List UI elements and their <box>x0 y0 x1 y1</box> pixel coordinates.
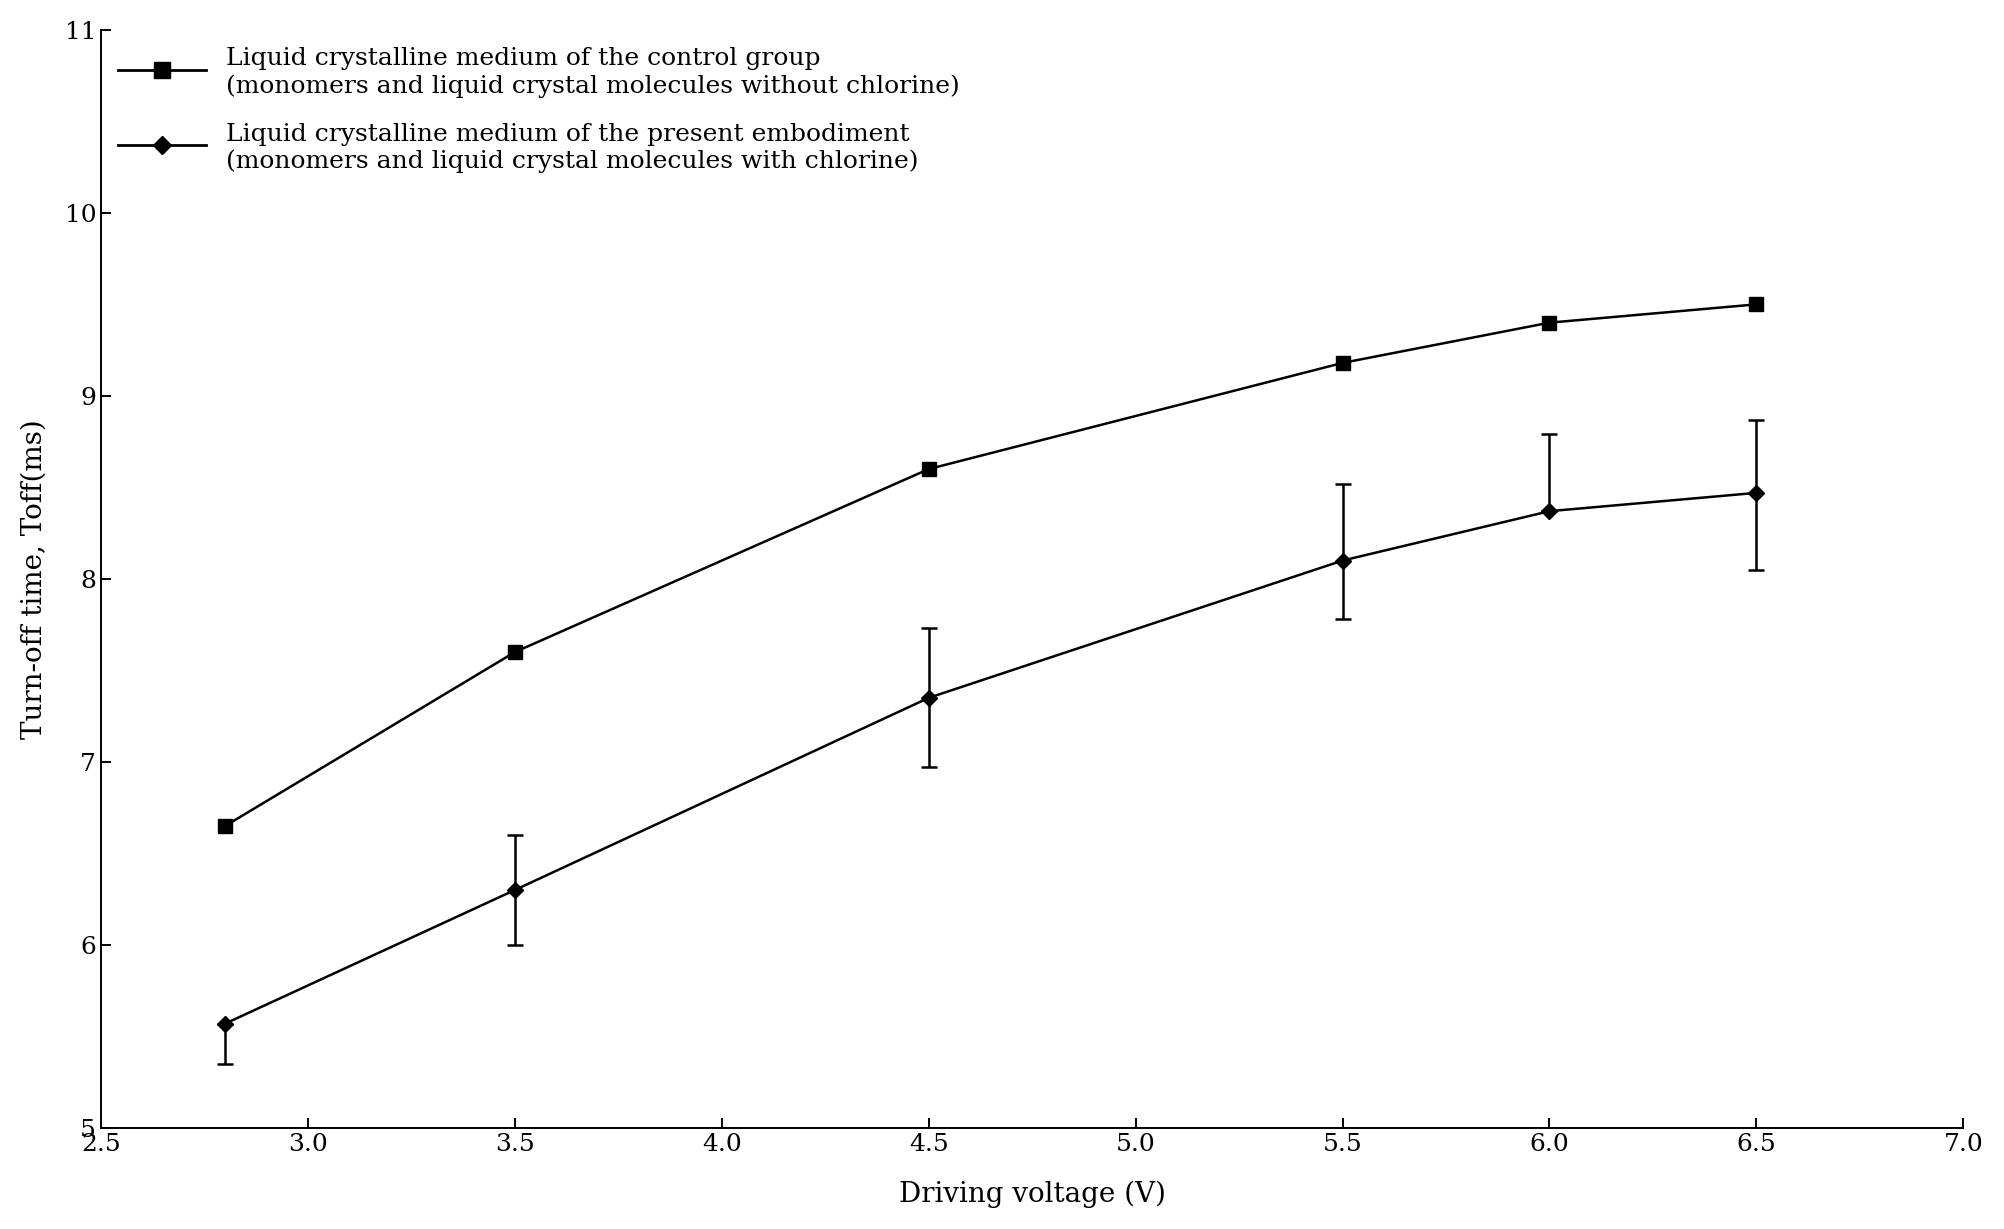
Y-axis label: Turn-off time, Toff(ms): Turn-off time, Toff(ms) <box>20 419 48 739</box>
X-axis label: Driving voltage (V): Driving voltage (V) <box>898 1181 1166 1208</box>
Legend: Liquid crystalline medium of the control group
(monomers and liquid crystal mole: Liquid crystalline medium of the control… <box>108 37 970 183</box>
